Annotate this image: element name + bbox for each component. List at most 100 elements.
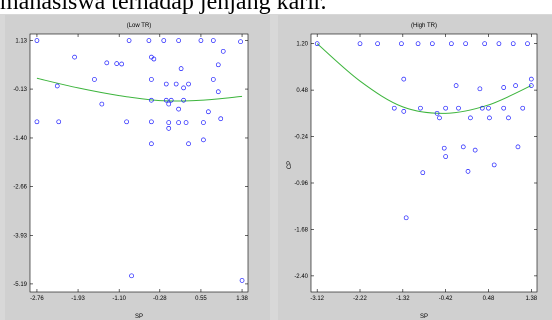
scatter-point [181,85,186,91]
scatter-point [173,81,179,87]
scatter-point [443,105,448,111]
scatter-point [510,41,516,47]
scatter-point [239,278,245,283]
scatter-point [418,105,423,111]
chart-title-high: (High TR) [411,23,437,29]
scatter-point [463,41,468,47]
x-tick-label: -1.10 [112,296,126,302]
y-tick-label: -1.68 [294,227,308,233]
x-tick-label: 1.38 [236,296,248,302]
scatter-point [420,170,426,176]
scatter-point [149,77,154,82]
scatter-point [163,97,169,103]
x-tick-label: -0.28 [153,296,167,302]
scatter-point [198,38,204,43]
scatter-point [465,169,471,174]
x-axis-label-high: SP [420,314,428,320]
scatter-point [314,41,320,47]
scatter-point [92,77,97,82]
x-tick-label: -2.76 [30,296,44,302]
x-tick-label: -0.42 [439,296,453,302]
scatter-point [434,110,440,116]
scatter-point [477,86,483,92]
scatter-point [456,105,461,111]
scatter-point [215,62,221,68]
chart-title-low: (Low TR) [127,23,152,29]
scatter-point [479,105,485,111]
scatter-point [166,125,172,131]
x-tick-label: 0.55 [195,296,207,302]
scatter-point [149,119,154,125]
scatter-point [146,38,152,43]
y-tick-label: 1.13 [15,39,27,45]
scatter-point [215,89,221,95]
scatter-point [491,162,497,168]
scatter-point [114,61,120,67]
scatter-point [99,101,105,107]
y-tick-label: -3.93 [13,233,27,239]
scatter-point [34,38,40,43]
scatter-point [520,105,526,111]
x-tick-label: -1.93 [71,296,85,302]
scatter-point [486,105,491,111]
scatter-point [54,83,60,89]
scatter-point [449,41,454,47]
scatter-point [482,41,488,47]
plot-area-high [310,33,538,293]
y-axis-label-high: CP [287,161,293,169]
fit-curve-low [36,77,243,102]
scatter-point [441,145,447,151]
scatter-point [401,76,407,82]
scatter-point [415,41,421,47]
y-tick-label: -2.66 [13,184,27,190]
scatter-point [151,56,157,62]
plot-area-low [29,33,249,293]
y-tick-label: -0.13 [13,87,27,93]
scatter-point [206,109,211,115]
scatter-point [201,137,206,143]
scatter-point [210,38,216,43]
scatter-point [506,115,511,121]
scatter-point [183,120,189,125]
scatter-point [399,41,404,47]
scatter-point [181,97,186,103]
scatter-point [453,83,459,88]
scatter-point [166,101,172,107]
page-top-caption: mahasiswa terhadap jenjang karir. [0,0,552,14]
scatter-point [168,97,174,103]
scatter-point [163,81,169,87]
scatter-point [403,215,409,221]
scatter-point [528,76,534,82]
scatter-point [437,115,442,121]
scatter-point [468,115,473,121]
scatter-point [401,109,407,114]
scatter-point [166,120,172,125]
scatter-point [178,66,184,72]
x-tick-label: -2.22 [353,296,367,302]
scatter-point [176,106,181,112]
scatter-point [218,116,224,122]
y-tick-label: -1.40 [13,136,27,142]
scatter-point [472,147,478,153]
scatter-point [186,81,191,87]
scatter-point [429,41,435,47]
scatter-point [513,83,518,88]
x-axis-label-low: SP [135,314,143,320]
scatter-point [496,41,502,47]
scatter-point [176,38,181,43]
y-tick-label: 1.20 [296,42,308,48]
scatter-point [34,119,40,125]
x-tick-label: -1.32 [396,296,410,302]
scatter-point [149,97,154,103]
scatter-point [186,141,191,147]
scatter-point [443,154,448,159]
scatter-point [210,77,216,82]
x-tick-label: 0.48 [483,296,495,302]
scatter-point [72,54,77,60]
scatter-point [375,41,380,47]
scatter-point [515,144,521,150]
fit-curve-high [316,43,532,114]
scatter-point [201,120,206,125]
scatter-point [501,85,507,90]
